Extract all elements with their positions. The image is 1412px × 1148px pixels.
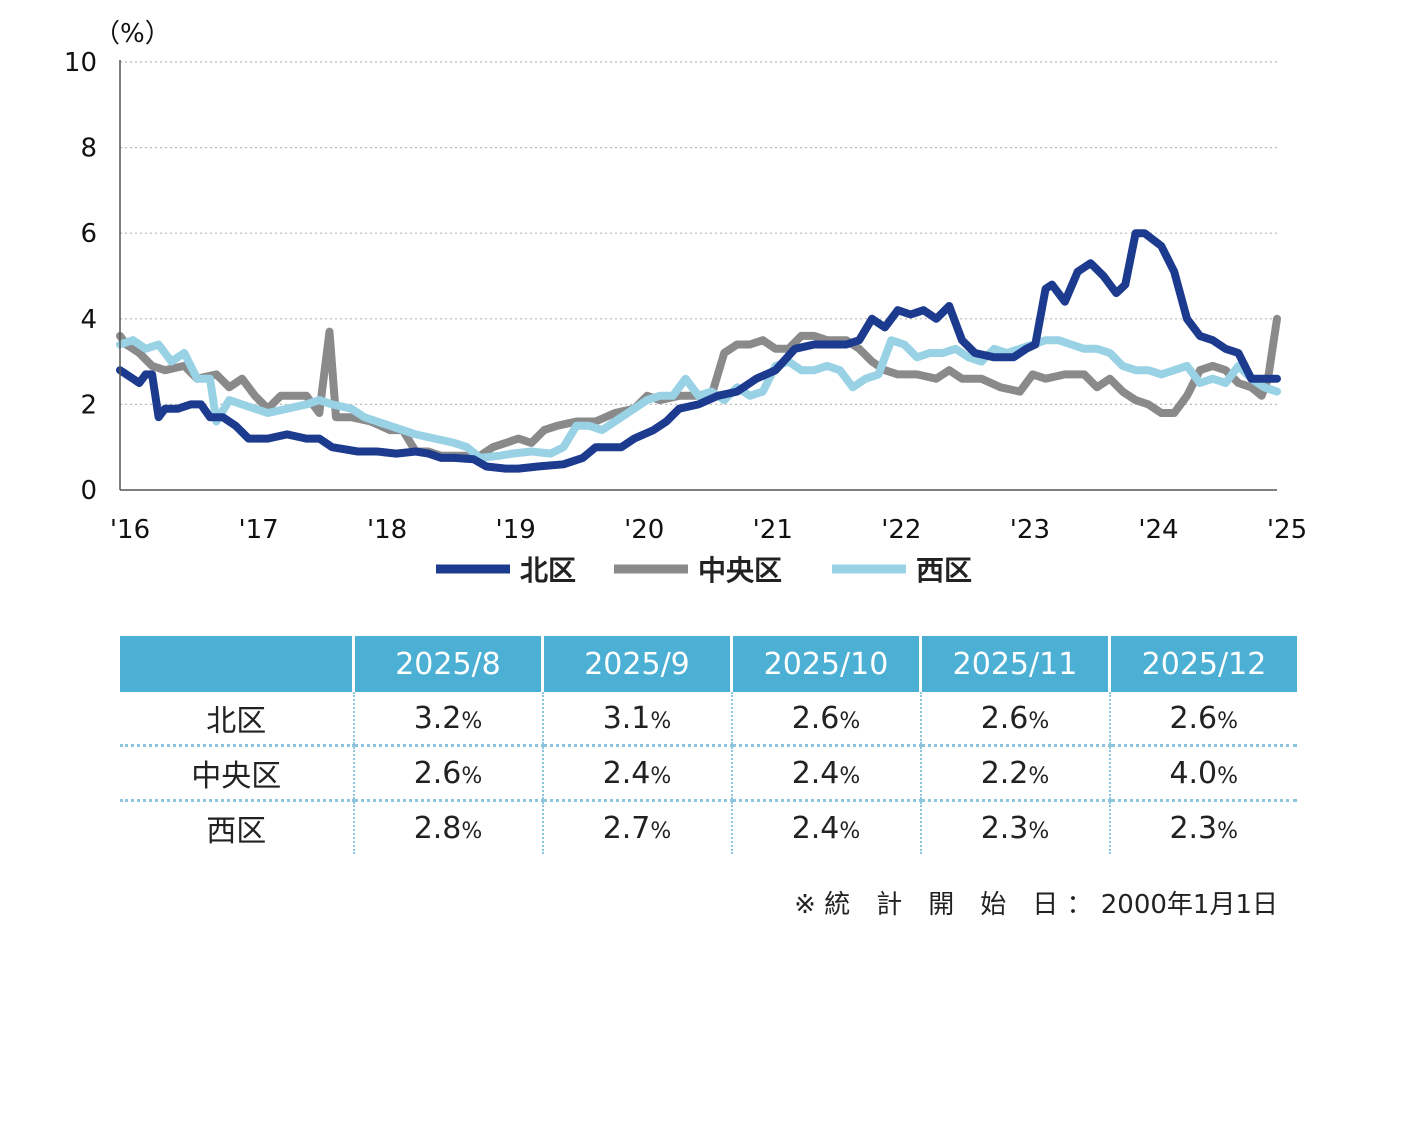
cell-value: 2.4 [791,755,840,791]
y-tick-label: 10 [64,48,97,78]
cell-value: 2.6 [791,700,840,736]
percent-sign: % [1217,818,1239,844]
percent-sign: % [839,763,861,789]
cell-value: 3.2 [413,700,462,736]
table-cell: 4.0% [1108,744,1297,801]
percent-sign: % [839,708,861,734]
table-cell: 2.6% [352,744,543,801]
percent-sign: % [461,818,483,844]
cell-value: 2.4 [602,755,651,791]
y-tick-label: 4 [80,305,97,335]
cell-value: 2.4 [791,810,840,846]
statistics-start-note: ※ 統 計 開 始 日 ： 2000年1月1日 [794,890,1278,920]
cell-value: 2.3 [1169,810,1218,846]
table-header-cell: 2025/9 [541,636,732,692]
cell-value: 2.8 [413,810,462,846]
row-label: 北区 [206,704,267,739]
legend: 北区 中央区 西区 [436,554,972,587]
series-lines [116,229,1281,473]
percent-sign: % [1217,763,1239,789]
cell-value: 2.6 [413,755,462,791]
table-cell: 2.2% [919,744,1110,801]
x-tick-label: '18 [367,515,407,545]
table-row: 北区 3.2% 3.1% 2.6% 2.6% 2.6% [120,692,1297,746]
table-row: 西区 2.8% 2.7% 2.4% 2.3% 2.3% [120,799,1297,854]
series-line-0 [116,229,1281,473]
table-header-cell: 2025/8 [352,636,543,692]
cell-value: 2.6 [1169,700,1218,736]
cell-value: 4.0 [1169,755,1218,791]
x-tick-label: '21 [753,515,793,545]
y-unit-label: （%） [94,19,171,49]
table-cell: 2.4% [730,799,921,854]
table-cell: 2.4% [730,744,921,801]
y-tick-label: 2 [80,390,97,420]
table-row: 中央区 2.6% 2.4% 2.4% 2.2% 4.0% [120,744,1297,801]
percent-sign: % [839,818,861,844]
table-cell: 2.3% [919,799,1110,854]
rate-table: 2025/8 2025/9 2025/10 2025/11 2025/12 北区 3.2% 3… [120,636,1297,854]
table-cell: 2.6% [919,692,1110,746]
cell-value: 2.3 [980,810,1029,846]
y-tick-label: 8 [80,134,97,164]
x-tick-label: '25 [1267,515,1307,545]
row-label: 中央区 [120,744,354,801]
line-chart: （%） 0 2 4 6 8 10 '16 '17 '18 '19 '20 '21 '22 '23 '24 '2… [64,19,1307,587]
table-header-cell: 2025/10 [730,636,921,692]
percent-sign: % [650,818,672,844]
table-cell: 3.1% [541,692,732,746]
percent-sign: % [461,763,483,789]
cell-value: 2.6 [980,700,1029,736]
table-cell: 2.6% [1108,692,1297,746]
percent-sign: % [650,763,672,789]
percent-sign: % [1028,818,1050,844]
legend-label: 北区 [520,554,576,587]
x-tick-label: '22 [881,515,921,545]
cell-value: 3.1 [602,700,651,736]
row-label: 西区 [120,799,354,854]
y-tick-label: 6 [80,219,97,249]
axes: 0 2 4 6 8 10 '16 '17 '18 '19 '20 '21 '22 '23 '24 '25 [64,48,1307,545]
cell-value: 2.7 [602,810,651,846]
series-line-2 [116,336,1281,462]
table-header-row: 2025/8 2025/9 2025/10 2025/11 2025/12 [120,636,1297,692]
table-cell: 2.8% [352,799,543,854]
x-tick-label: '23 [1010,515,1050,545]
x-tick-label: '20 [624,515,664,545]
table-cell: 2.3% [1108,799,1297,854]
table-cell: 3.2% [352,692,543,746]
percent-sign: % [1217,708,1239,734]
cell-value: 2.2 [980,755,1029,791]
legend-label: 中央区 [698,554,782,587]
percent-sign: % [461,708,483,734]
x-tick-label: '19 [496,515,536,545]
x-tick-label: '17 [238,515,278,545]
table-cell: 2.7% [541,799,732,854]
percent-sign: % [1028,763,1050,789]
percent-sign: % [650,708,672,734]
table-header-cell [120,636,354,692]
x-tick-label: '24 [1138,515,1178,545]
percent-sign: % [1028,708,1050,734]
table-header-cell: 2025/12 [1108,636,1297,692]
x-tick-label: '16 [110,515,150,545]
table-cell: 2.4% [541,744,732,801]
y-tick-label: 0 [80,476,97,506]
table-header-cell: 2025/11 [919,636,1110,692]
legend-label: 西区 [916,554,972,587]
table-cell: 2.6% [730,692,921,746]
